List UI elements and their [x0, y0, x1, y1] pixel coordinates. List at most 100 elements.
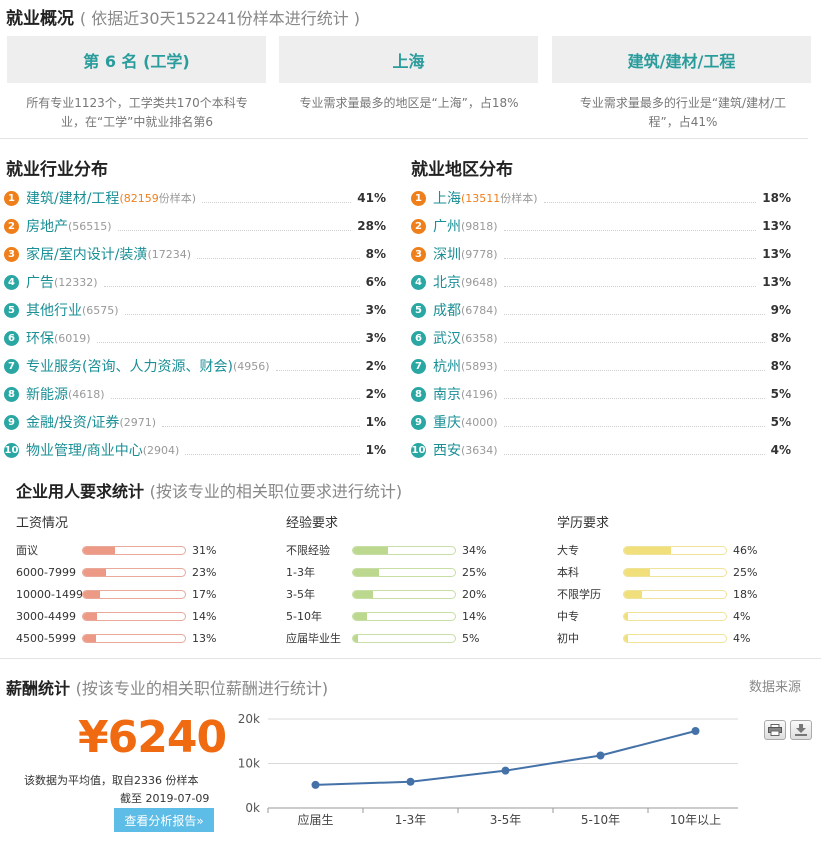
requirement-label: 不限学历: [557, 588, 601, 601]
requirement-bar: [623, 589, 727, 599]
requirement-bar-fill: [83, 634, 97, 642]
chart-data-point[interactable]: [501, 766, 510, 775]
requirement-bar-fill: [353, 634, 359, 642]
chart-x-tick-label: 3-5年: [490, 813, 522, 827]
region-count: (3634): [461, 443, 498, 457]
industry-row: 3 家居/室内设计/装潢 (17234) 8%: [4, 240, 386, 268]
requirement-row: 本科 25%: [557, 561, 757, 583]
region-rank-badge: 4: [411, 274, 426, 290]
requirement-row: 1-3年 25%: [286, 561, 486, 583]
region-name-link[interactable]: 上海: [433, 191, 461, 207]
industry-name-link[interactable]: 其他行业: [26, 303, 82, 319]
industry-name-link[interactable]: 金融/投资/证券: [26, 415, 120, 431]
rank-desc-line2: 业，在“工学”中就业排名第6: [60, 115, 214, 129]
requirement-bar: [352, 567, 456, 577]
region-rank-badge: 3: [411, 246, 426, 262]
requirement-bar: [623, 633, 727, 643]
region-row: 4 北京 (9648) 13%: [411, 268, 791, 296]
region-name-link[interactable]: 北京: [433, 275, 461, 291]
printer-icon-glyph: [768, 724, 782, 736]
requirement-percent: 34%: [462, 543, 487, 557]
download-icon[interactable]: [790, 720, 812, 740]
region-percent: 8%: [770, 331, 791, 345]
industry-name-link[interactable]: 房地产: [26, 219, 68, 235]
printer-icon[interactable]: [764, 720, 786, 740]
requirement-row: 4500-5999 13%: [16, 627, 216, 649]
industry-name-link[interactable]: 建筑/建材/工程: [26, 191, 120, 207]
requirement-bar-fill: [353, 568, 379, 576]
industry-dotted-leader: [124, 313, 360, 315]
chart-data-point[interactable]: [691, 727, 700, 736]
industry-count: (2904): [142, 443, 180, 457]
experience-column: 经验要求 不限经验 34% 1-3年 25% 3-5年 20% 5-10年 14% 应届毕业生 5%: [286, 512, 486, 649]
region-row: 3 深圳 (9778) 13%: [411, 240, 791, 268]
industry-rank-badge: 2: [4, 218, 19, 234]
industry-percent: 6%: [365, 275, 386, 289]
requirements-subtitle: (按该专业的相关职位要求进行统计): [149, 482, 403, 501]
industry-name-link[interactable]: 广告: [26, 275, 54, 291]
industry-percent: 2%: [365, 359, 386, 373]
industry-row: 6 环保 (6019) 3%: [4, 324, 386, 352]
requirement-bar-fill: [353, 546, 388, 554]
industry-name-link[interactable]: 环保: [26, 331, 54, 347]
region-name-link[interactable]: 重庆: [433, 415, 461, 431]
chart-x-tick-label: 5-10年: [581, 813, 620, 827]
region-name-link[interactable]: 广州: [433, 219, 461, 235]
region-name-link[interactable]: 武汉: [433, 331, 461, 347]
requirement-bar: [623, 611, 727, 621]
industry-dotted-leader: [110, 397, 360, 399]
requirement-row: 不限学历 18%: [557, 583, 757, 605]
view-report-button[interactable]: 查看分析报告»: [114, 808, 214, 832]
region-count: (9778): [461, 247, 498, 261]
industry-name-link[interactable]: 新能源: [26, 387, 68, 403]
industry-rank-badge: 5: [4, 302, 19, 318]
chart-data-point[interactable]: [596, 751, 605, 760]
requirement-bar: [82, 589, 186, 599]
requirement-row: 大专 46%: [557, 539, 757, 561]
industry-list: 1 建筑/建材/工程 (82159 份样本) 41% 2 房地产 (56515) 28% 3 家居/…: [4, 184, 386, 464]
industry-name-link[interactable]: 物业管理/商业中心: [26, 443, 143, 459]
region-rank-badge: 7: [411, 358, 426, 374]
region-dotted-leader: [503, 425, 765, 427]
requirement-row: 3-5年 20%: [286, 583, 486, 605]
salary-title: 薪酬统计 (按该专业的相关职位薪酬进行统计): [6, 675, 328, 699]
salary-range-column: 工资情况 面议 31% 6000-7999 23% 10000-1499 17% 3000-4…: [16, 512, 216, 649]
region-percent: 5%: [770, 415, 791, 429]
region-dotted-leader: [503, 229, 757, 231]
data-source-link[interactable]: 数据来源: [749, 680, 802, 695]
requirement-bar: [82, 567, 186, 577]
industry-percent: 3%: [365, 303, 386, 317]
download-icon-glyph: [795, 724, 807, 736]
industry-name-link[interactable]: 家居/室内设计/装潢: [26, 247, 148, 263]
requirement-heading: 经验要求: [286, 516, 339, 531]
requirement-bar-fill: [624, 634, 629, 642]
requirement-percent: 17%: [192, 587, 217, 601]
region-row: 2 广州 (9818) 13%: [411, 212, 791, 240]
requirement-label: 中专: [557, 610, 579, 623]
requirement-label: 5-10年: [286, 610, 322, 623]
overview-subtitle: ( 依据近30天152241份样本进行统计 ): [79, 9, 361, 28]
region-count: (4196): [461, 387, 498, 401]
region-name-link[interactable]: 西安: [433, 443, 461, 459]
industry-name-link[interactable]: 专业服务(咨询、人力资源、财会): [26, 359, 233, 375]
region-name-link[interactable]: 成都: [433, 303, 461, 319]
requirement-label: 1-3年: [286, 566, 315, 579]
region-name-link[interactable]: 南京: [433, 387, 461, 403]
salary-title-text: 薪酬统计: [6, 679, 71, 698]
region-name-link[interactable]: 杭州: [433, 359, 461, 375]
top-region-card: 上海: [279, 36, 538, 83]
region-name-link[interactable]: 深圳: [433, 247, 461, 263]
region-count: (6358): [461, 331, 498, 345]
chart-x-tick-label: 应届生: [297, 812, 333, 827]
chart-data-point[interactable]: [406, 777, 415, 786]
industry-dotted-leader: [103, 285, 360, 287]
region-rank-badge: 6: [411, 330, 426, 346]
requirement-label: 10000-1499: [16, 587, 82, 601]
chart-data-point[interactable]: [311, 780, 320, 789]
requirement-row: 中专 4%: [557, 605, 757, 627]
requirement-bar-fill: [353, 612, 368, 620]
industry-rank-badge: 4: [4, 274, 19, 290]
requirement-row: 应届毕业生 5%: [286, 627, 486, 649]
industry-dotted-leader: [117, 229, 352, 231]
requirement-label: 4500-5999: [16, 631, 76, 645]
